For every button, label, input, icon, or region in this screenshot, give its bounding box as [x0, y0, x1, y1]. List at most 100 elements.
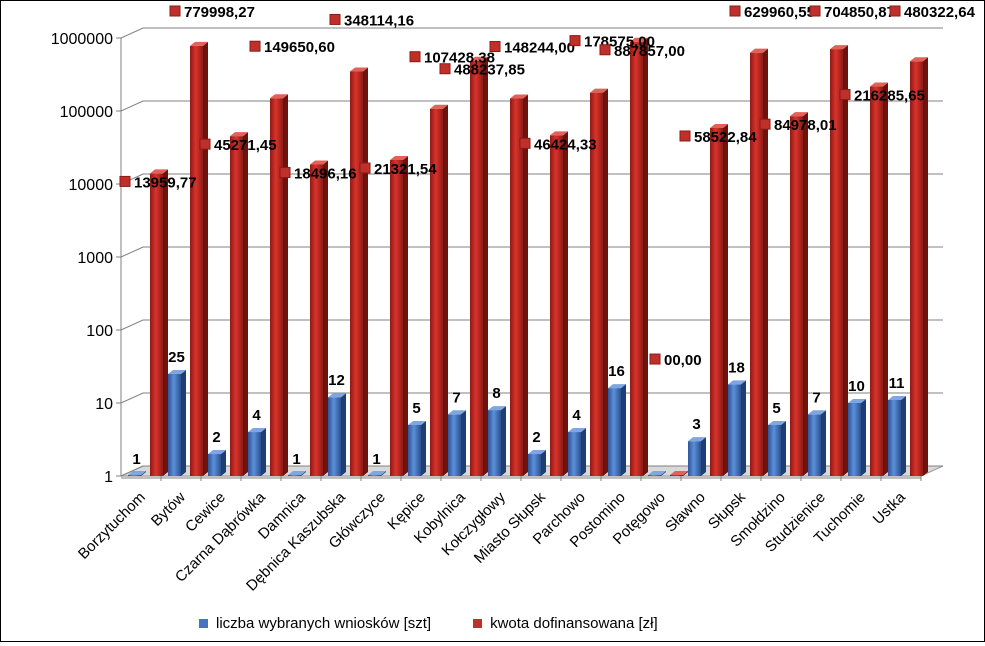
gridline: [120, 319, 943, 331]
amount-value-label: 216285,65: [854, 88, 925, 105]
count-bar-top: [808, 410, 826, 415]
count-bar-top: [888, 395, 906, 400]
amount-bar-front: [670, 475, 683, 476]
count-bar-top: [848, 399, 866, 403]
y-tick-label: 1000: [77, 250, 113, 267]
amount-bar-top: [190, 41, 208, 46]
amount-bar-top: [390, 155, 408, 160]
count-bar: [328, 393, 346, 476]
amount-bar-top: [790, 112, 808, 117]
amount-value-label: 488237,85: [454, 62, 525, 79]
amount-bar-front: [390, 159, 403, 476]
amount-bar-top: [590, 88, 608, 93]
amount-marker: [759, 118, 771, 130]
amount-bar-side: [403, 155, 408, 476]
count-bar-top: [168, 369, 186, 374]
legend-swatch-blue: [199, 619, 208, 628]
amount-marker: [809, 5, 821, 17]
count-value-label: 2: [212, 429, 220, 446]
amount-value-label: 18496,16: [294, 166, 357, 183]
count-bar-side: [461, 410, 466, 476]
count-bar: [888, 395, 906, 476]
count-bar-front: [568, 432, 581, 476]
count-bar-side: [421, 420, 426, 476]
amount-bar-front: [750, 52, 763, 477]
amount-bar-side: [683, 471, 688, 476]
count-bar-side: [381, 471, 386, 476]
amount-value-label: 58522,84: [694, 129, 757, 146]
amount-value-label: 480322,64: [904, 4, 976, 21]
count-bar-top: [728, 380, 746, 385]
count-bar-top: [288, 471, 306, 475]
count-value-label: 25: [168, 349, 185, 366]
count-bar-front: [408, 424, 421, 476]
count-value-label: 3: [692, 416, 700, 433]
amount-bar: [430, 104, 448, 477]
count-bar-side: [821, 410, 826, 476]
gridline: [120, 465, 943, 477]
count-bar: [568, 428, 586, 476]
count-bar-front: [168, 373, 181, 476]
amount-bar-side: [363, 67, 368, 476]
y-tick-label: 100: [86, 323, 113, 340]
count-bar-top: [208, 450, 226, 455]
amount-marker: [119, 175, 131, 187]
count-value-label: 2: [532, 429, 540, 446]
amount-bar-front: [350, 71, 363, 476]
count-value-label: 5: [772, 400, 780, 417]
legend-label-count: liczba wybranych wniosków [szt]: [216, 615, 432, 632]
amount-marker: [649, 353, 661, 365]
legend: liczba wybranych wniosków [szt] kwota do…: [199, 615, 700, 632]
count-bar-side: [221, 450, 226, 476]
amount-marker: [359, 162, 371, 174]
count-bar: [368, 471, 386, 476]
amount-marker: [409, 51, 421, 63]
amount-marker: [329, 13, 341, 25]
amount-bar-side: [483, 56, 488, 476]
count-bar-side: [341, 393, 346, 476]
amount-bar: [310, 160, 328, 476]
amount-marker: [889, 5, 901, 17]
amount-bar-front: [590, 92, 603, 476]
count-value-label: 16: [608, 363, 625, 380]
count-bar-top: [328, 393, 346, 398]
count-bar-top: [608, 384, 626, 389]
amount-bar-front: [790, 116, 803, 477]
amount-bar-top: [350, 67, 368, 72]
gridline: [120, 27, 943, 39]
amount-marker: [489, 41, 501, 53]
count-bar-top: [528, 450, 546, 455]
amount-bar: [830, 45, 848, 477]
amount-marker: [169, 5, 181, 17]
amount-bar-front: [510, 98, 523, 476]
count-bar: [208, 450, 226, 476]
count-bar-top: [648, 471, 666, 475]
amount-bar-side: [723, 123, 728, 477]
count-bar-front: [368, 475, 381, 476]
amount-bar-side: [523, 94, 528, 476]
count-bar-front: [328, 397, 341, 476]
amount-bar-front: [270, 98, 283, 476]
amount-bar: [510, 94, 528, 476]
amount-marker: [569, 35, 581, 47]
amount-bar-top: [310, 160, 328, 165]
amount-bar-top: [910, 57, 928, 62]
amount-bar-front: [310, 164, 323, 476]
count-bar: [808, 410, 826, 476]
amount-marker: [519, 137, 531, 149]
count-bar: [408, 420, 426, 476]
amount-value-label: 45271,45: [214, 137, 277, 154]
amount-bar-front: [470, 60, 483, 476]
gridline: [120, 246, 943, 258]
amount-bar-side: [203, 41, 208, 476]
count-bar-top: [408, 420, 426, 425]
count-bar-front: [888, 399, 901, 476]
category-label: Borzytuchom: [75, 489, 149, 563]
count-bar-top: [488, 406, 506, 411]
count-bar: [448, 410, 466, 476]
category-label: Sławno: [662, 489, 709, 536]
amount-bar-front: [630, 41, 643, 476]
amount-bar-front: [190, 45, 203, 476]
y-tick-label: 1: [104, 469, 113, 486]
